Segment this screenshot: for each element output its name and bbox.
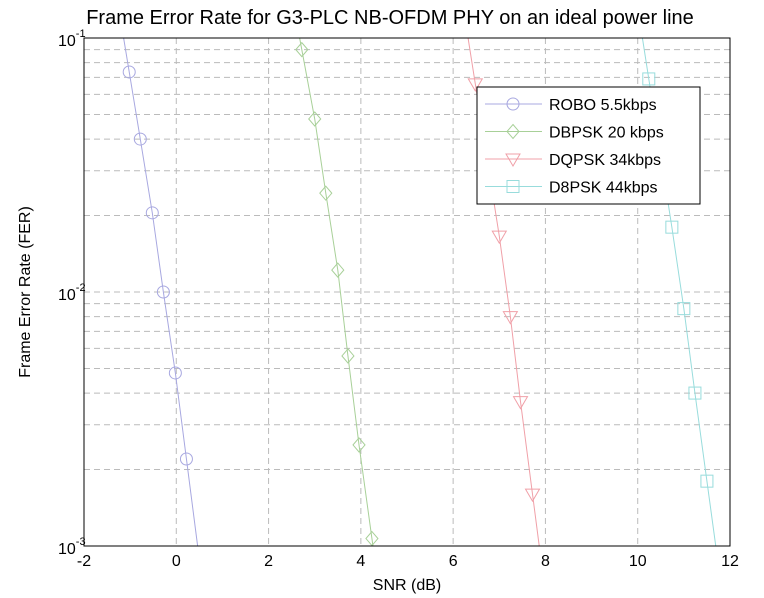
diamond-marker bbox=[331, 262, 345, 278]
diamond-marker bbox=[308, 111, 322, 127]
series-dqpsk bbox=[467, 37, 541, 547]
series-line bbox=[641, 37, 717, 547]
x-tick-label: 0 bbox=[172, 553, 181, 570]
legend: ROBO 5.5kbps DBPSK 20 kbps DQPSK 34kbps D8P… bbox=[476, 86, 701, 205]
square-marker bbox=[642, 72, 656, 86]
y-tick-label: 10-1 bbox=[58, 28, 86, 50]
triangle-marker bbox=[502, 311, 519, 325]
square-marker bbox=[688, 386, 702, 400]
square-marker bbox=[506, 180, 520, 193]
square-marker bbox=[700, 474, 714, 488]
series-d8psk bbox=[641, 37, 717, 547]
circle-marker bbox=[133, 132, 147, 146]
legend-label: ROBO 5.5kbps bbox=[549, 97, 657, 114]
x-axis-label: SNR (dB) bbox=[373, 577, 441, 594]
chart-title: Frame Error Rate for G3-PLC NB-OFDM PHY … bbox=[86, 7, 694, 29]
triangle-marker bbox=[491, 230, 508, 245]
circle-marker bbox=[156, 285, 170, 299]
series-line bbox=[299, 37, 374, 547]
legend-item: DBPSK 20 kbps bbox=[485, 123, 664, 142]
square-marker bbox=[665, 220, 679, 234]
x-tick-label: -2 bbox=[77, 553, 91, 570]
triangle-marker bbox=[505, 153, 521, 167]
diamond-marker bbox=[506, 123, 520, 140]
diamond-marker bbox=[319, 185, 333, 201]
legend-item: ROBO 5.5kbps bbox=[485, 97, 657, 114]
triangle-marker bbox=[524, 488, 541, 503]
circle-marker bbox=[179, 452, 193, 466]
diamond-marker bbox=[341, 348, 355, 364]
triangle-marker bbox=[512, 396, 529, 410]
x-tick-label: 12 bbox=[721, 553, 739, 570]
x-tick-label: 10 bbox=[629, 553, 647, 570]
circle-marker bbox=[122, 65, 136, 79]
legend-box bbox=[476, 86, 701, 205]
series-line bbox=[467, 37, 540, 547]
y-tick-label: 10-2 bbox=[58, 282, 86, 304]
diamond-marker bbox=[352, 437, 366, 453]
triangle-marker bbox=[467, 78, 484, 92]
series-robo bbox=[122, 37, 199, 547]
circle-marker bbox=[168, 366, 182, 380]
x-tick-label: 8 bbox=[541, 553, 550, 570]
legend-item: DQPSK 34kbps bbox=[485, 152, 661, 169]
circle-marker bbox=[506, 97, 520, 111]
plot-area bbox=[83, 37, 731, 547]
circle-marker bbox=[145, 206, 159, 220]
x-tick-label: 2 bbox=[264, 553, 273, 570]
diamond-marker bbox=[295, 41, 309, 58]
x-tick-label: 6 bbox=[449, 553, 458, 570]
tick-labels: -2 0 2 4 6 8 10 12 10-1 10-2 10-3 bbox=[58, 28, 739, 570]
legend-label: DQPSK 34kbps bbox=[549, 152, 661, 169]
square-marker bbox=[677, 302, 691, 316]
y-axis-label: Frame Error Rate (FER) bbox=[17, 206, 34, 378]
y-tick-label: 10-3 bbox=[58, 536, 86, 558]
legend-item: D8PSK 44kbps bbox=[485, 180, 658, 197]
legend-label: D8PSK 44kbps bbox=[549, 180, 658, 197]
legend-label: DBPSK 20 kbps bbox=[549, 125, 664, 142]
series-group bbox=[122, 37, 717, 547]
x-tick-label: 4 bbox=[356, 553, 365, 570]
series-line bbox=[123, 37, 199, 547]
